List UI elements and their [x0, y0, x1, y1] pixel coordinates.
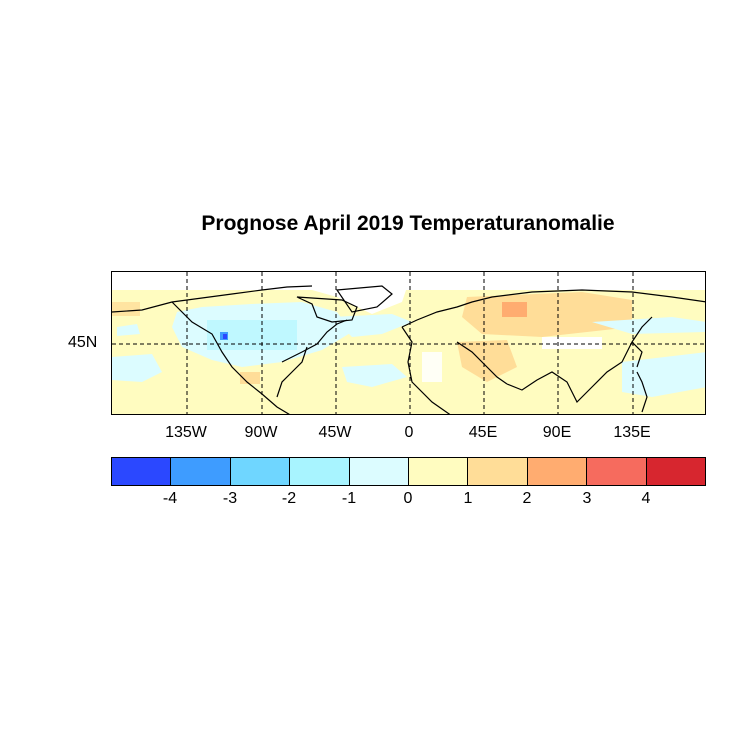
- lon-label-45e: 45E: [468, 424, 498, 441]
- lon-label-0: 0: [404, 424, 414, 441]
- lon-label-45w: 45W: [318, 424, 352, 441]
- chart-title: Prognose April 2019 Temperaturanomalie: [201, 212, 615, 235]
- colorbar-segment: [527, 458, 588, 485]
- colorbar-legend: [111, 457, 706, 486]
- lon-label-90w: 90W: [244, 424, 278, 441]
- colorbar-tick: 2: [522, 490, 532, 507]
- lat-label-45n: 45N: [68, 334, 98, 351]
- colorbar-tick: 4: [641, 490, 651, 507]
- colorbar-segment: [468, 458, 528, 485]
- colorbar-tick: 0: [403, 490, 413, 507]
- colorbar-segment: [409, 458, 469, 485]
- colorbar-segment: [230, 458, 291, 485]
- anomaly-map: [112, 272, 705, 414]
- colorbar-segment: [112, 458, 172, 485]
- colorbar-tick: -3: [222, 490, 238, 507]
- map-plot-area: [111, 271, 706, 415]
- lon-label-135e: 135E: [613, 424, 651, 441]
- lon-label-90e: 90E: [542, 424, 572, 441]
- colorbar-segment: [290, 458, 350, 485]
- colorbar-segment: [171, 458, 231, 485]
- colorbar-tick: -1: [341, 490, 357, 507]
- colorbar-segment: [646, 458, 706, 485]
- colorbar-tick: -2: [281, 490, 297, 507]
- colorbar-segment: [349, 458, 410, 485]
- colorbar-segment: [587, 458, 647, 485]
- colorbar-tick: 3: [582, 490, 592, 507]
- lon-label-135w: 135W: [165, 424, 207, 441]
- colorbar-tick: -4: [162, 490, 178, 507]
- colorbar-tick: 1: [463, 490, 473, 507]
